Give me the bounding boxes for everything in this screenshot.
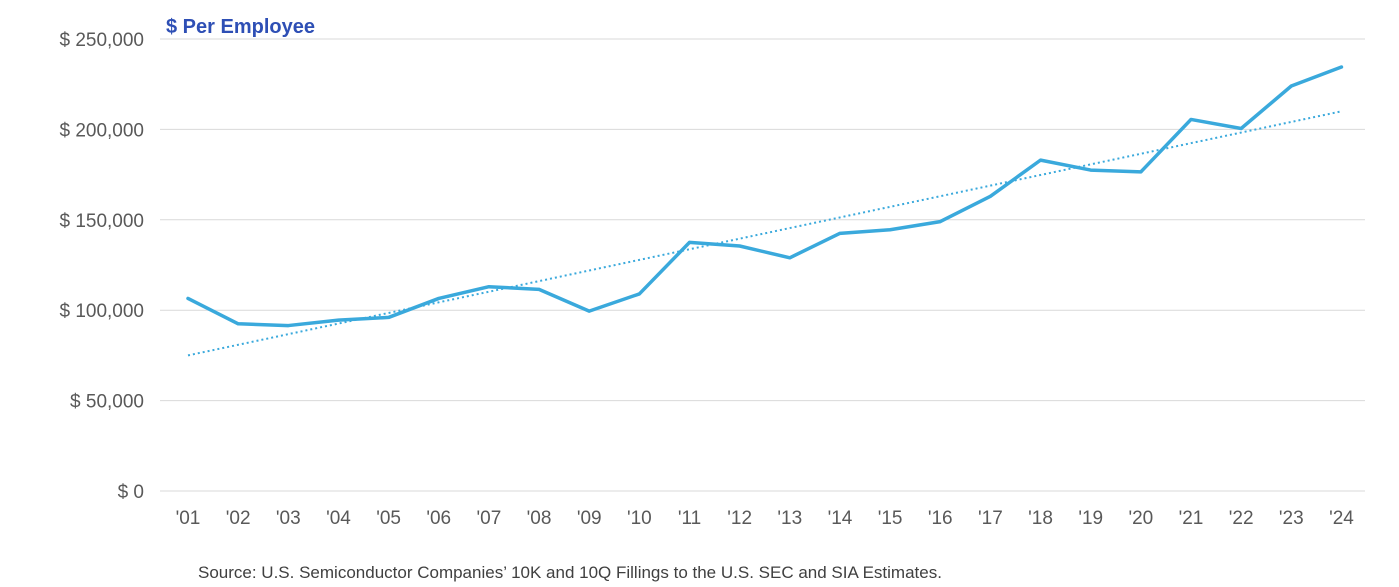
series-line xyxy=(186,65,1344,328)
data-point xyxy=(387,315,391,319)
y-tick-label: $ 200,000 xyxy=(59,120,144,141)
data-point xyxy=(788,256,792,260)
data-point xyxy=(637,292,641,296)
data-point xyxy=(186,296,190,300)
trendline xyxy=(187,110,1342,357)
x-tick-label: '12 xyxy=(727,508,752,529)
x-tick-label: '08 xyxy=(527,508,552,529)
x-tick-label: '17 xyxy=(978,508,1003,529)
x-tick-label: '06 xyxy=(426,508,451,529)
chart-title: $ Per Employee xyxy=(166,16,315,38)
data-point xyxy=(537,287,541,291)
y-tick-label: $ 0 xyxy=(118,482,144,503)
data-point xyxy=(1089,168,1093,172)
data-point xyxy=(738,244,742,248)
data-point xyxy=(336,318,340,322)
data-point xyxy=(888,228,892,232)
y-tick-label: $ 150,000 xyxy=(59,211,144,232)
data-point xyxy=(988,194,992,198)
x-tick-label: '14 xyxy=(828,508,853,529)
x-tick-label: '16 xyxy=(928,508,953,529)
series-group xyxy=(186,65,1344,328)
x-tick-label: '03 xyxy=(276,508,301,529)
x-tick-label: '09 xyxy=(577,508,602,529)
x-tick-label: '11 xyxy=(678,508,701,529)
x-tick-label: '21 xyxy=(1179,508,1204,529)
x-tick-label: '15 xyxy=(878,508,903,529)
x-tick-label: '10 xyxy=(627,508,652,529)
data-point xyxy=(587,309,591,313)
data-point xyxy=(1339,65,1343,69)
source-note: Source: U.S. Semiconductor Companies’ 10… xyxy=(198,563,942,582)
gridlines xyxy=(160,38,1365,492)
data-point xyxy=(487,285,491,289)
data-point xyxy=(437,296,441,300)
x-axis-tick-labels: '01 '02 '03 '04 '05 '06 '07 '08 '09 '10 '11 '12 '13 '… xyxy=(176,508,1355,529)
x-tick-label: '23 xyxy=(1279,508,1304,529)
data-point xyxy=(688,240,691,244)
y-axis-tick-labels: $ 0 $ 50,000 $ 100,000 $ 150,000 $ 200,000 $ … xyxy=(59,30,144,503)
x-tick-label: '05 xyxy=(376,508,401,529)
data-point xyxy=(938,220,942,224)
data-point xyxy=(838,231,842,235)
x-tick-label: '20 xyxy=(1128,508,1153,529)
x-tick-label: '18 xyxy=(1028,508,1053,529)
x-tick-label: '01 xyxy=(176,508,201,529)
x-tick-label: '22 xyxy=(1229,508,1254,529)
x-tick-label: '13 xyxy=(777,508,802,529)
x-tick-label: '02 xyxy=(226,508,251,529)
x-tick-label: '19 xyxy=(1078,508,1103,529)
y-tick-label: $ 100,000 xyxy=(59,301,144,322)
data-point xyxy=(1189,117,1193,121)
y-tick-label: $ 50,000 xyxy=(70,392,144,413)
data-point xyxy=(236,322,240,326)
data-point xyxy=(1039,158,1043,162)
y-tick-label: $ 250,000 xyxy=(59,30,144,51)
x-tick-label: '24 xyxy=(1329,508,1354,529)
x-tick-label: '04 xyxy=(326,508,351,529)
data-point xyxy=(1239,126,1243,130)
data-point xyxy=(1289,84,1293,88)
trendline-group xyxy=(187,110,1342,357)
data-point xyxy=(1139,170,1143,174)
x-tick-label: '07 xyxy=(477,508,502,529)
data-point xyxy=(286,324,290,328)
